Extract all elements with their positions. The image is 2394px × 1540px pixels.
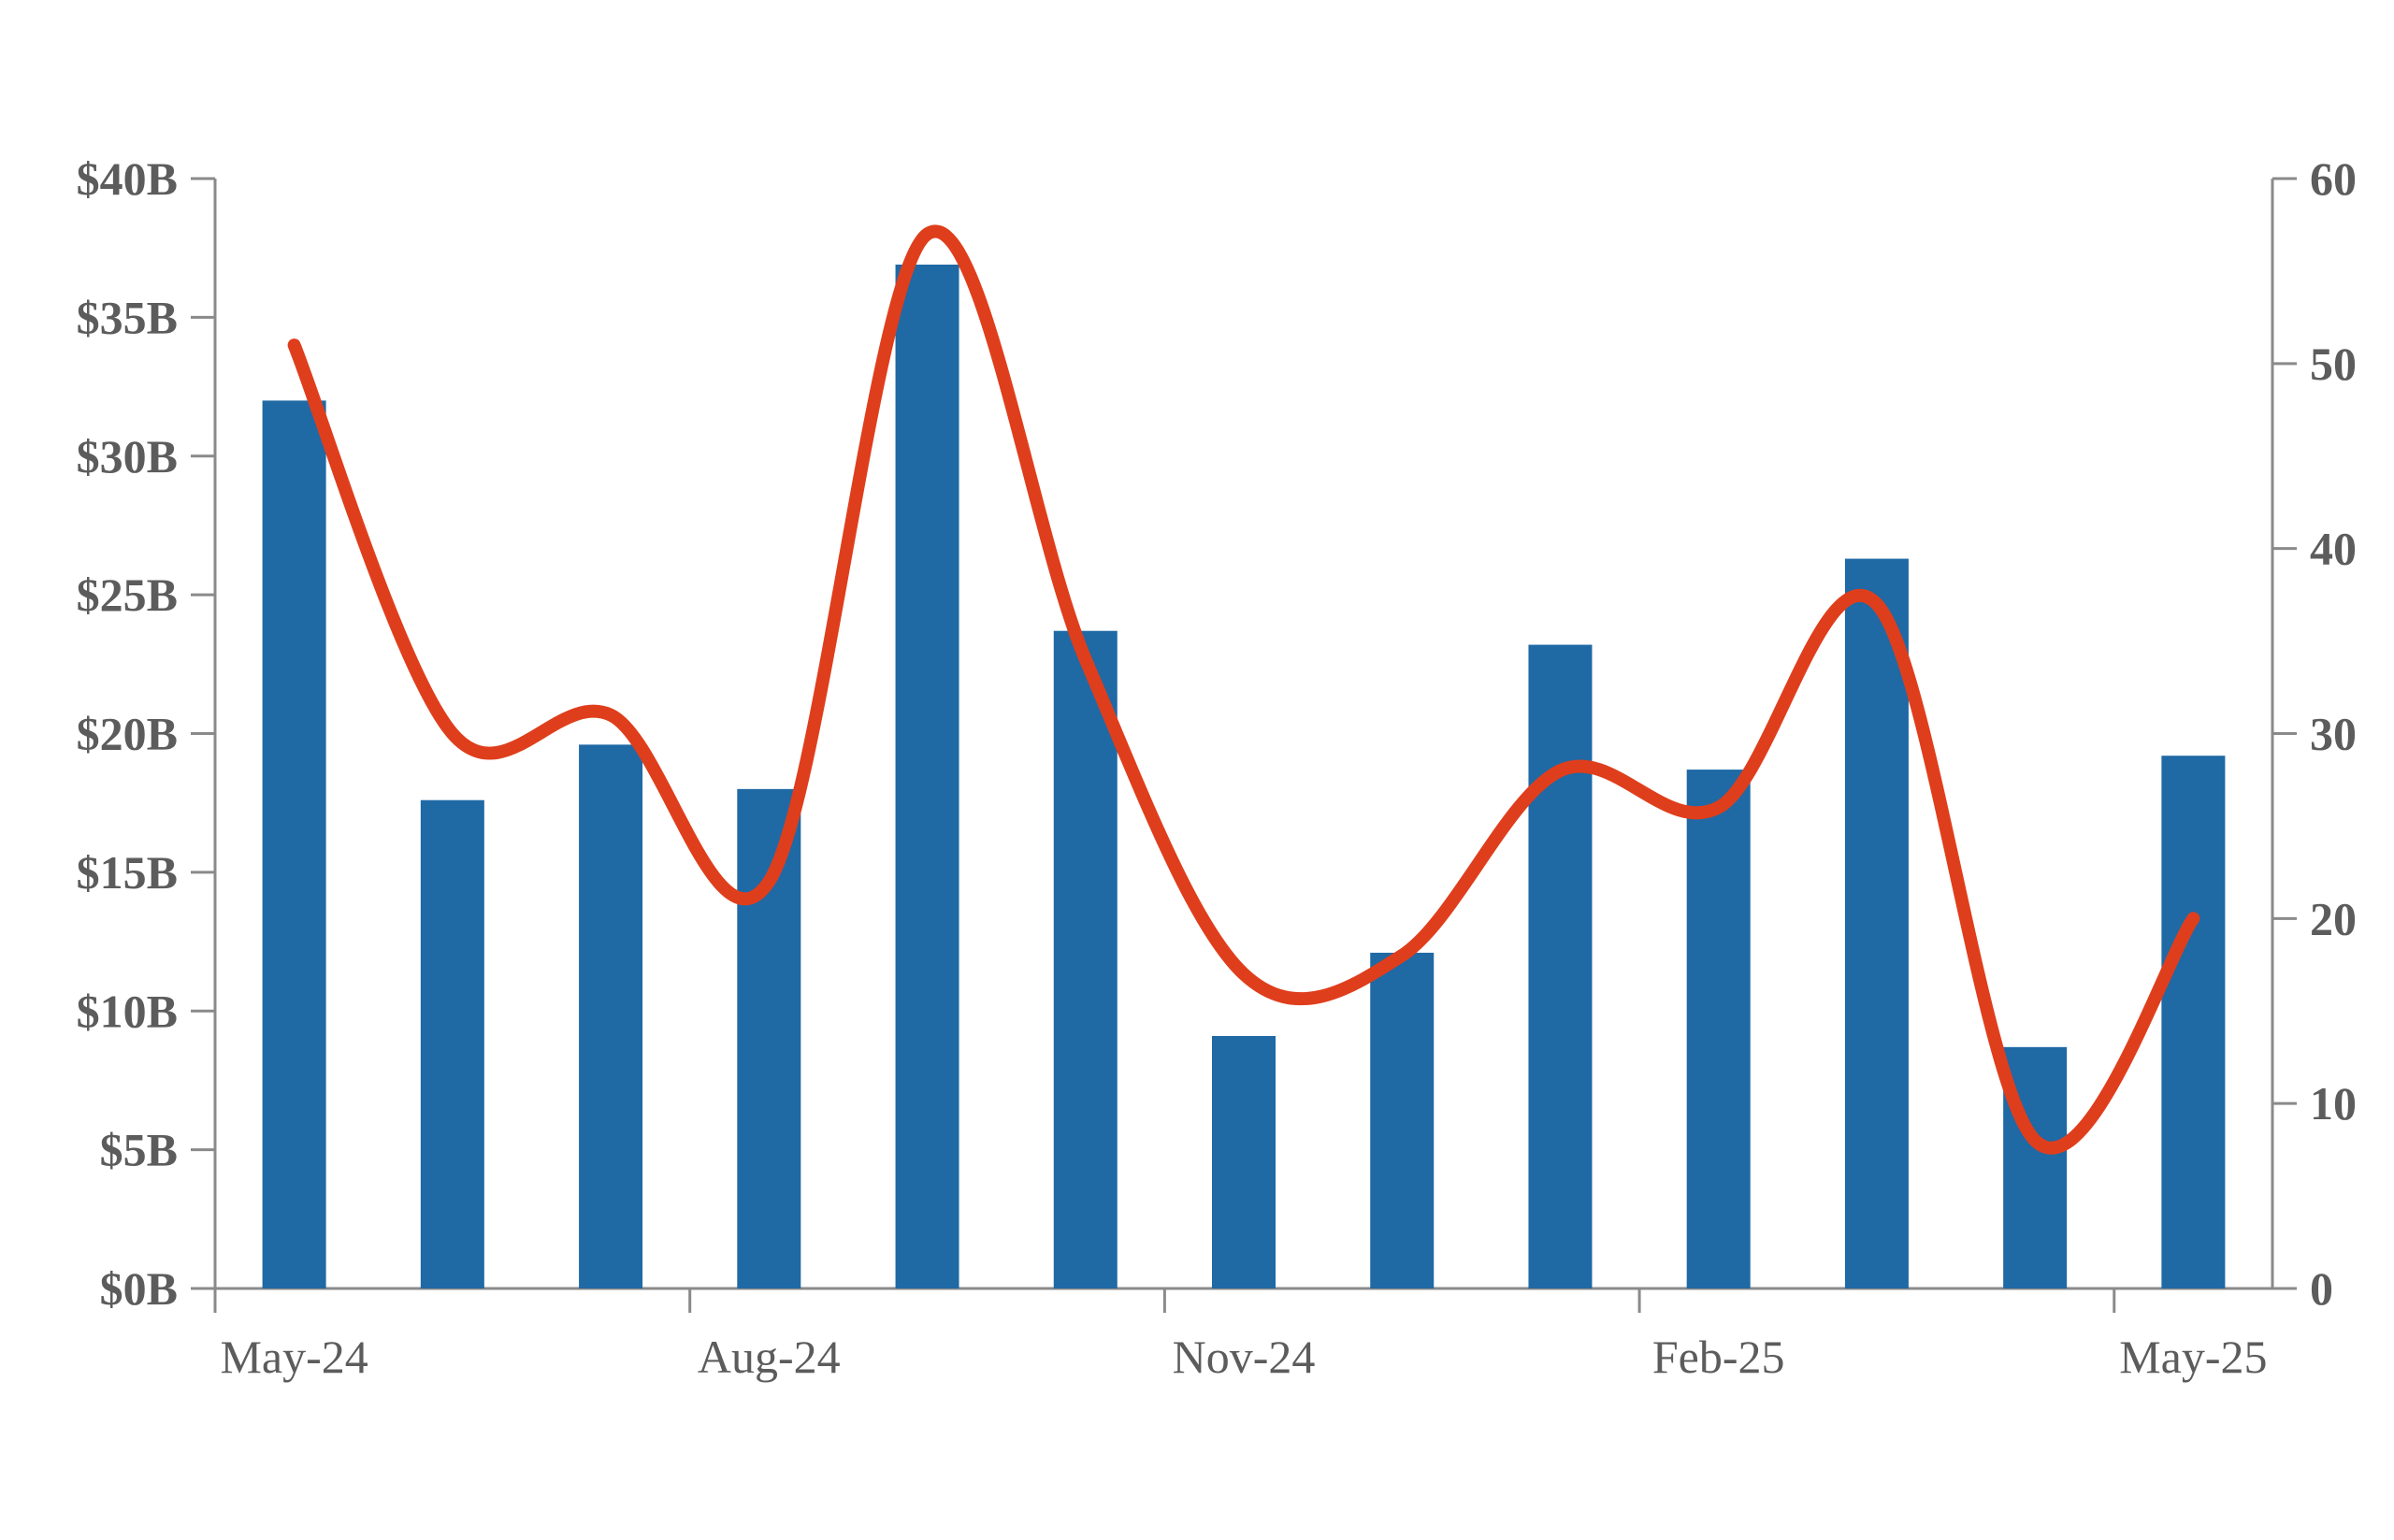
right-axis-tick-label: 30 bbox=[2310, 708, 2357, 760]
x-axis-tick-label: Feb-25 bbox=[1652, 1331, 1785, 1383]
x-axis-tick-label: Aug-24 bbox=[698, 1331, 841, 1383]
left-axis-tick-label: $20B bbox=[77, 708, 178, 760]
bar-May-25 bbox=[2161, 756, 2226, 1288]
right-axis-tick-label: 40 bbox=[2310, 523, 2357, 575]
left-axis-tick-label: $5B bbox=[100, 1124, 178, 1176]
bar-Feb-25 bbox=[1686, 770, 1751, 1288]
right-axis-tick-label: 10 bbox=[2310, 1077, 2357, 1130]
x-axis-tick-label: Nov-24 bbox=[1173, 1331, 1316, 1383]
left-axis-tick-label: $0B bbox=[100, 1262, 178, 1315]
bar-Aug-24 bbox=[737, 788, 801, 1288]
bar-May-24 bbox=[262, 400, 326, 1288]
bar-Jul-24 bbox=[579, 744, 643, 1288]
bar-Nov-24 bbox=[1212, 1035, 1276, 1288]
left-axis-tick-label: $10B bbox=[77, 985, 178, 1037]
right-axis-tick-label: 20 bbox=[2310, 892, 2357, 944]
bar-Jun-24 bbox=[420, 799, 484, 1288]
left-axis-tick-label: $15B bbox=[77, 846, 178, 899]
x-axis-tick-label: May-25 bbox=[2119, 1331, 2267, 1383]
bar-Oct-24 bbox=[1053, 630, 1118, 1288]
bar-Mar-25 bbox=[1844, 558, 1909, 1288]
right-axis-tick-label: 0 bbox=[2310, 1262, 2333, 1315]
bar-Jan-25 bbox=[1528, 644, 1593, 1288]
right-axis-tick-label: 60 bbox=[2310, 152, 2357, 205]
bar-Dec-24 bbox=[1370, 952, 1435, 1288]
left-axis-tick-label: $30B bbox=[77, 430, 178, 482]
left-axis-tick-label: $25B bbox=[77, 569, 178, 621]
x-axis-tick-label: May-24 bbox=[220, 1331, 368, 1383]
left-axis-tick-label: $40B bbox=[77, 152, 178, 205]
right-axis-tick-label: 50 bbox=[2310, 338, 2357, 390]
trend-line bbox=[287, 224, 2200, 1155]
bar-Sep-24 bbox=[895, 264, 959, 1289]
left-axis-tick-label: $35B bbox=[77, 291, 178, 343]
